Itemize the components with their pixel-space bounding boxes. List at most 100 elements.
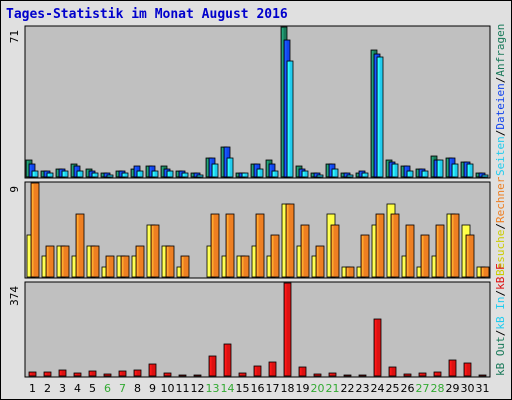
bar-highlight-bottom-kb-day-17 (270, 363, 272, 375)
bar-top-seiten-day-29 (451, 163, 459, 178)
bar-highlight-top-seiten-day-9 (153, 172, 155, 176)
bar-middle-rechner-day-5 (90, 245, 100, 278)
bar-middle-rechner-day-20 (315, 245, 325, 278)
bar-bottom-kb-day-5 (88, 370, 97, 377)
bar-highlight-top-dateien-day-4 (75, 167, 77, 176)
x-tick-label-day-31: 31 (476, 382, 490, 395)
bar-top-seiten-day-25 (391, 163, 399, 178)
bar-highlight-top-anfragen-day-8 (132, 170, 134, 176)
bar-top-seiten-day-9 (151, 170, 159, 178)
bar-top-seiten-day-13 (211, 163, 219, 178)
bar-highlight-middle-rechner-day-1 (32, 184, 34, 276)
bar-bottom-kb-day-22 (343, 374, 352, 377)
bar-highlight-top-seiten-day-2 (48, 174, 50, 176)
bar-highlight-top-seiten-day-5 (93, 174, 95, 176)
bar-highlight-top-seiten-day-28 (438, 161, 440, 176)
bar-top-seiten-day-12 (196, 174, 204, 178)
bar-top-seiten-day-17 (271, 170, 279, 178)
bar-highlight-top-dateien-day-12 (195, 174, 197, 176)
bar-bottom-kb-day-9 (148, 363, 157, 377)
bar-middle-rechner-day-9 (150, 224, 160, 278)
bar-middle-rechner-day-8 (135, 245, 145, 278)
bar-top-seiten-day-11 (181, 172, 189, 178)
bar-highlight-middle-besuche-day-18 (283, 205, 285, 276)
bar-highlight-middle-besuche-day-4 (73, 257, 75, 276)
bar-highlight-top-anfragen-day-10 (162, 167, 164, 176)
bar-highlight-middle-rechner-day-4 (77, 215, 79, 276)
x-tick-label-day-29: 29 (446, 382, 460, 395)
bar-highlight-top-seiten-day-8 (138, 172, 140, 176)
bar-bottom-kb-day-29 (448, 359, 457, 377)
plot-area-bottom (24, 281, 491, 378)
x-tick-label-day-12: 12 (191, 382, 205, 395)
bar-middle-rechner-day-26 (405, 224, 415, 278)
bar-highlight-top-dateien-day-31 (480, 174, 482, 176)
bar-middle-rechner-day-28 (435, 224, 445, 278)
legend-anfragen: Anfragen (494, 24, 507, 77)
bar-top-seiten-day-30 (466, 163, 474, 178)
bar-highlight-top-anfragen-day-5 (87, 170, 89, 176)
x-tick-label-day-10: 10 (161, 382, 175, 395)
plot-area-top (24, 25, 491, 179)
bar-highlight-middle-rechner-day-9 (152, 226, 154, 276)
x-tick-label-day-25: 25 (386, 382, 400, 395)
bar-highlight-top-anfragen-day-1 (27, 161, 29, 176)
bar-highlight-top-anfragen-day-19 (297, 167, 299, 176)
bar-highlight-top-dateien-day-27 (420, 170, 422, 176)
panel-bottom: 374 (8, 281, 491, 378)
bar-highlight-middle-rechner-day-18 (287, 205, 289, 276)
bar-middle-rechner-day-23 (360, 234, 370, 278)
bar-highlight-middle-rechner-day-26 (407, 226, 409, 276)
bar-highlight-top-dateien-day-13 (210, 159, 212, 176)
x-tick-label-day-23: 23 (356, 382, 370, 395)
bar-highlight-middle-rechner-day-30 (467, 236, 469, 276)
x-tick-label-day-30: 30 (461, 382, 475, 395)
bar-highlight-top-anfragen-day-21 (327, 165, 329, 176)
bar-highlight-top-anfragen-day-13 (207, 159, 209, 176)
bar-highlight-top-dateien-day-7 (120, 172, 122, 176)
bar-highlight-middle-rechner-day-31 (482, 268, 484, 276)
x-tick-label-day-4: 4 (74, 382, 81, 395)
bar-highlight-middle-rechner-day-2 (47, 247, 49, 276)
legend-slash: / (494, 223, 507, 230)
bar-middle-rechner-day-3 (60, 245, 70, 278)
bar-highlight-top-dateien-day-28 (435, 161, 437, 176)
bar-highlight-bottom-kb-day-13 (210, 357, 212, 375)
bar-highlight-top-seiten-day-4 (78, 172, 80, 176)
bar-highlight-bottom-kb-day-1 (30, 373, 32, 375)
bar-bottom-kb-day-21 (328, 372, 337, 377)
chart-title: Tages-Statistik im Monat August 2016 (6, 7, 288, 22)
bar-bottom-kb-day-10 (163, 372, 172, 377)
bar-highlight-middle-besuche-day-17 (268, 257, 270, 276)
bar-top-seiten-day-14 (226, 157, 234, 178)
bar-top-seiten-day-10 (166, 170, 174, 178)
bar-middle-rechner-day-15 (240, 255, 250, 278)
bar-bottom-kb-day-23 (358, 374, 367, 377)
bar-top-seiten-day-27 (421, 170, 429, 178)
bar-highlight-top-anfragen-day-28 (432, 157, 434, 176)
bar-highlight-top-anfragen-day-15 (237, 174, 239, 176)
x-tick-label-day-9: 9 (149, 382, 156, 395)
x-tick-label-day-27: 27 (416, 382, 430, 395)
legend-dateien: Dateien (494, 83, 507, 129)
bar-highlight-top-seiten-day-7 (123, 174, 125, 176)
legend-kb-in: kB In (494, 297, 507, 330)
bar-highlight-top-seiten-day-3 (63, 172, 65, 176)
bar-highlight-middle-rechner-day-25 (392, 215, 394, 276)
bar-bottom-kb-day-20 (313, 373, 322, 377)
bar-highlight-top-dateien-day-6 (105, 174, 107, 176)
bar-middle-rechner-day-25 (390, 213, 400, 278)
bar-highlight-bottom-kb-day-8 (135, 371, 137, 375)
bar-highlight-middle-rechner-day-23 (362, 236, 364, 276)
bar-highlight-top-dateien-day-24 (375, 55, 377, 176)
bar-highlight-top-seiten-day-21 (333, 170, 335, 176)
bar-top-seiten-day-20 (316, 174, 324, 178)
bar-bottom-kb-day-1 (28, 371, 37, 377)
bar-highlight-middle-rechner-day-7 (122, 257, 124, 276)
bar-middle-rechner-day-29 (450, 213, 460, 278)
bar-highlight-top-dateien-day-22 (345, 174, 347, 176)
bar-highlight-middle-rechner-day-6 (107, 257, 109, 276)
bar-highlight-top-anfragen-day-7 (117, 172, 119, 176)
legend-slash: / (494, 290, 507, 297)
bar-highlight-top-seiten-day-13 (213, 165, 215, 176)
